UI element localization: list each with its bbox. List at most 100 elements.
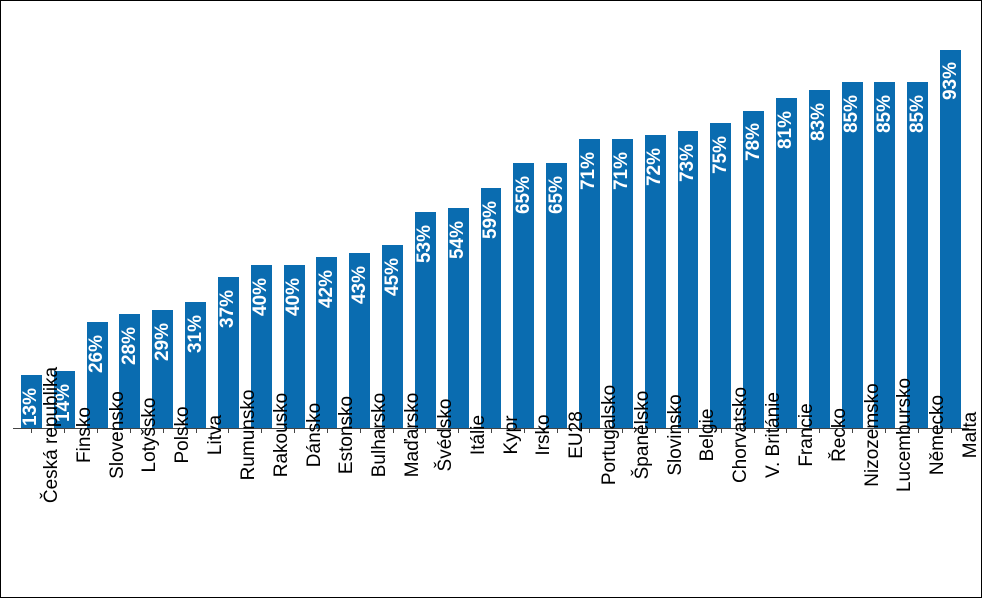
bar-slot: 40% xyxy=(278,21,311,428)
bar-value-label: 13% xyxy=(20,388,42,426)
x-category-label: Malta xyxy=(960,412,982,458)
bar-value-label: 81% xyxy=(775,111,797,149)
bar-slot: 45% xyxy=(376,21,409,428)
bar-slot: 42% xyxy=(310,21,343,428)
bar: 54% xyxy=(448,208,469,428)
axis-tick xyxy=(885,428,886,433)
x-label-slot: Švédsko xyxy=(409,429,442,587)
bar-value-label: 37% xyxy=(217,290,239,328)
axis-tick xyxy=(393,428,394,433)
x-label-slot: Německo xyxy=(901,429,934,587)
axis-tick xyxy=(64,428,65,433)
bar-slot: 65% xyxy=(540,21,573,428)
axis-tick xyxy=(228,428,229,433)
bar: 59% xyxy=(481,188,502,428)
bar-value-label: 75% xyxy=(710,136,732,174)
bar-value-label: 26% xyxy=(86,335,108,373)
bar-slot: 31% xyxy=(179,21,212,428)
bar-slot: 81% xyxy=(770,21,803,428)
bar: 83% xyxy=(809,90,830,428)
bar-slot: 85% xyxy=(869,21,902,428)
bar-slot: 43% xyxy=(343,21,376,428)
bar: 75% xyxy=(710,123,731,428)
bar-value-label: 65% xyxy=(513,176,535,214)
axis-tick xyxy=(130,428,131,433)
bar: 85% xyxy=(842,82,863,428)
bar: 85% xyxy=(907,82,928,428)
bar-value-label: 28% xyxy=(119,327,141,365)
bar: 73% xyxy=(678,131,699,428)
bar-slot: 93% xyxy=(934,21,967,428)
x-label-slot: Portugalsko xyxy=(573,429,606,587)
bar-slot: 73% xyxy=(672,21,705,428)
axis-tick xyxy=(852,428,853,433)
bar: 81% xyxy=(776,98,797,428)
x-label-slot: Dánsko xyxy=(278,429,311,587)
axis-tick xyxy=(721,428,722,433)
bar-slot: 54% xyxy=(442,21,475,428)
bar-value-label: 40% xyxy=(283,278,305,316)
bar-slot: 26% xyxy=(81,21,114,428)
bar-slot: 65% xyxy=(507,21,540,428)
bar-value-label: 93% xyxy=(940,62,962,100)
axis-tick xyxy=(163,428,164,433)
x-label-slot: Lucembursko xyxy=(869,429,902,587)
x-label-slot: Řecko xyxy=(803,429,836,587)
bar-slot: 40% xyxy=(245,21,278,428)
bar: 13% xyxy=(21,375,42,428)
bar-slot: 71% xyxy=(573,21,606,428)
axis-tick xyxy=(31,428,32,433)
bar-slot: 83% xyxy=(803,21,836,428)
x-label-slot: Lotyšsko xyxy=(113,429,146,587)
bar-slot: 53% xyxy=(409,21,442,428)
axis-tick xyxy=(622,428,623,433)
bar-value-label: 45% xyxy=(382,258,404,296)
x-label-slot: Belgie xyxy=(672,429,705,587)
x-label-slot: Itálie xyxy=(442,429,475,587)
axis-tick xyxy=(294,428,295,433)
bar-value-label: 53% xyxy=(414,225,436,263)
bar-slot: 29% xyxy=(146,21,179,428)
bar-slot: 37% xyxy=(212,21,245,428)
bar-value-label: 29% xyxy=(152,323,174,361)
bar-value-label: 73% xyxy=(677,144,699,182)
bar-value-label: 85% xyxy=(907,95,929,133)
axis-tick xyxy=(589,428,590,433)
axis-tick xyxy=(261,428,262,433)
x-label-slot: Česká republika xyxy=(15,429,48,587)
bar-value-label: 40% xyxy=(250,278,272,316)
bar-slot: 78% xyxy=(737,21,770,428)
axis-tick xyxy=(360,428,361,433)
x-label-slot: Kypr xyxy=(475,429,508,587)
axis-tick xyxy=(655,428,656,433)
x-label-slot: Irsko xyxy=(507,429,540,587)
axis-tick xyxy=(458,428,459,433)
bar: 93% xyxy=(940,50,961,429)
bar-slot: 72% xyxy=(639,21,672,428)
x-label-slot: Slovensko xyxy=(81,429,114,587)
bar-slot: 71% xyxy=(606,21,639,428)
x-label-slot: Polsko xyxy=(146,429,179,587)
bar: 78% xyxy=(743,111,764,428)
axis-tick xyxy=(918,428,919,433)
axis-tick xyxy=(951,428,952,433)
x-label-slot: Španělsko xyxy=(606,429,639,587)
bar-value-label: 65% xyxy=(546,176,568,214)
bar-value-label: 85% xyxy=(841,95,863,133)
axis-tick xyxy=(97,428,98,433)
bar: 65% xyxy=(513,163,534,428)
x-label-slot: EU28 xyxy=(540,429,573,587)
x-label-slot: Bulharsko xyxy=(343,429,376,587)
bar-value-label: 71% xyxy=(611,152,633,190)
bar: 65% xyxy=(546,163,567,428)
x-label-slot: Francie xyxy=(770,429,803,587)
bar-value-label: 59% xyxy=(480,201,502,239)
x-axis-labels: Česká republikaFinskoSlovenskoLotyšskoPo… xyxy=(13,429,969,587)
axis-tick xyxy=(425,428,426,433)
axis-tick xyxy=(786,428,787,433)
bar-slot: 59% xyxy=(475,21,508,428)
x-label-slot: Nizozemsko xyxy=(836,429,869,587)
bar: 85% xyxy=(874,82,895,428)
x-label-slot: Chorvatsko xyxy=(704,429,737,587)
x-label-slot: Estonsko xyxy=(310,429,343,587)
